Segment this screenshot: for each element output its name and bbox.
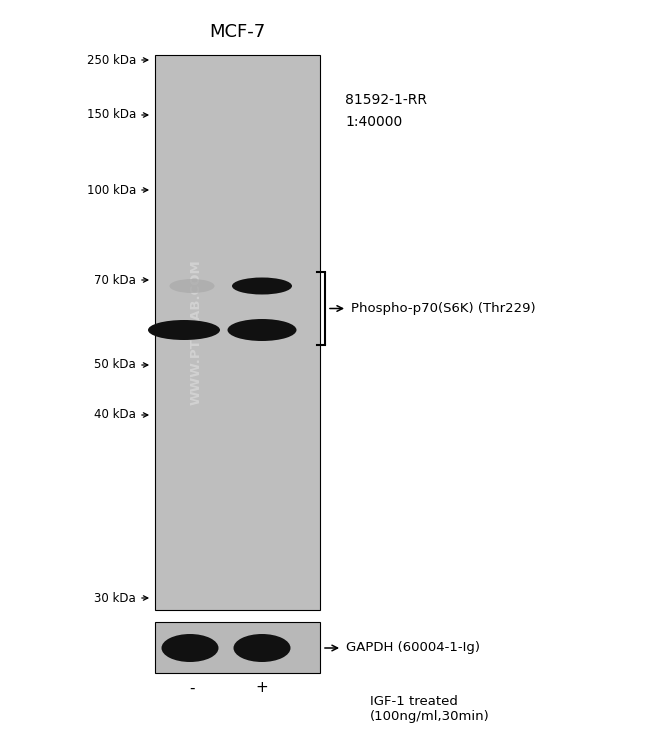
Text: 81592-1-RR: 81592-1-RR <box>345 93 427 107</box>
Ellipse shape <box>227 319 296 341</box>
Ellipse shape <box>232 277 292 294</box>
Text: GAPDH (60004-1-Ig): GAPDH (60004-1-Ig) <box>346 642 480 655</box>
Ellipse shape <box>233 634 291 662</box>
Text: 40 kDa: 40 kDa <box>94 409 136 421</box>
Text: Phospho-p70(S6K) (Thr229): Phospho-p70(S6K) (Thr229) <box>351 302 536 315</box>
Text: 50 kDa: 50 kDa <box>94 358 136 371</box>
Text: 100 kDa: 100 kDa <box>86 184 136 197</box>
Text: WWW.PTGLAB.COM: WWW.PTGLAB.COM <box>190 260 203 405</box>
Text: MCF-7: MCF-7 <box>209 23 265 41</box>
Text: 70 kDa: 70 kDa <box>94 274 136 286</box>
Text: 30 kDa: 30 kDa <box>94 592 136 605</box>
Ellipse shape <box>170 279 214 293</box>
Text: 1:40000: 1:40000 <box>345 115 402 129</box>
Text: 150 kDa: 150 kDa <box>86 109 136 122</box>
Text: IGF-1 treated
(100ng/ml,30min): IGF-1 treated (100ng/ml,30min) <box>370 695 489 723</box>
Ellipse shape <box>148 320 220 340</box>
Text: 250 kDa: 250 kDa <box>86 54 136 67</box>
Text: -: - <box>189 680 195 696</box>
Bar <box>155 55 320 610</box>
Ellipse shape <box>161 634 218 662</box>
Bar <box>155 622 320 673</box>
Text: +: + <box>255 680 268 696</box>
